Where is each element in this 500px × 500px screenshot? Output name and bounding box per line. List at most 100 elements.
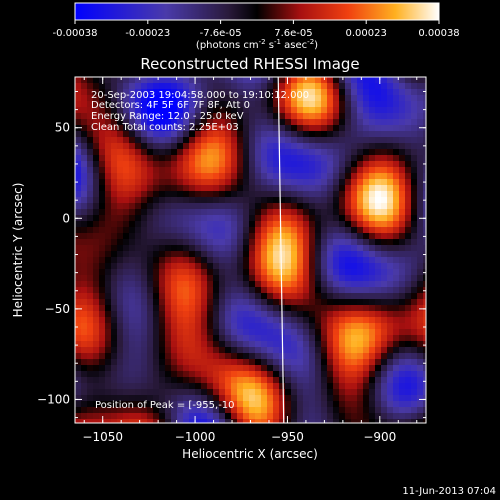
heatmap-cell bbox=[333, 125, 339, 131]
heatmap-cell bbox=[219, 125, 225, 131]
heatmap-cell bbox=[195, 155, 201, 161]
heatmap-cell bbox=[423, 335, 426, 341]
heatmap-cell bbox=[147, 269, 153, 275]
heatmap-cell bbox=[333, 113, 339, 119]
heatmap-cell bbox=[87, 353, 93, 359]
heatmap-cell bbox=[111, 107, 117, 113]
heatmap-cell bbox=[135, 215, 141, 221]
heatmap-cell bbox=[141, 215, 147, 221]
heatmap-cell bbox=[231, 149, 237, 155]
heatmap-cell bbox=[333, 317, 339, 323]
heatmap-cell bbox=[279, 245, 285, 251]
heatmap-cell bbox=[111, 215, 117, 221]
heatmap-cell bbox=[381, 191, 387, 197]
heatmap-cell bbox=[159, 335, 165, 341]
heatmap-cell bbox=[213, 275, 219, 281]
heatmap-cell bbox=[147, 107, 153, 113]
heatmap-cell bbox=[393, 371, 399, 377]
heatmap-cell bbox=[333, 269, 339, 275]
heatmap-cell bbox=[363, 179, 369, 185]
heatmap-cell bbox=[375, 341, 381, 347]
heatmap-cell bbox=[105, 329, 111, 335]
heatmap-cell bbox=[345, 95, 351, 101]
heatmap-cell bbox=[225, 131, 231, 137]
heatmap-cell bbox=[357, 395, 363, 401]
heatmap-cell bbox=[339, 401, 345, 407]
heatmap-cell bbox=[159, 143, 165, 149]
heatmap-cell bbox=[123, 173, 129, 179]
heatmap-cell bbox=[285, 407, 291, 413]
heatmap-cell bbox=[189, 317, 195, 323]
heatmap-cell bbox=[105, 245, 111, 251]
heatmap-cell bbox=[93, 209, 99, 215]
heatmap-cell bbox=[117, 293, 123, 299]
heatmap-cell bbox=[387, 89, 393, 95]
x-axis: −1050 −1000 −950 −900 bbox=[82, 77, 418, 444]
heatmap-cell bbox=[243, 233, 249, 239]
heatmap-cell bbox=[261, 227, 267, 233]
heatmap-cell bbox=[213, 215, 219, 221]
heatmap-cell bbox=[411, 377, 417, 383]
heatmap-cell bbox=[357, 287, 363, 293]
heatmap-cell bbox=[351, 251, 357, 257]
heatmap-cell bbox=[339, 257, 345, 263]
heatmap-cell bbox=[201, 269, 207, 275]
heatmap-cell bbox=[255, 149, 261, 155]
heatmap-cell bbox=[135, 179, 141, 185]
heatmap-cell bbox=[219, 347, 225, 353]
heatmap-cell bbox=[327, 269, 333, 275]
heatmap-cell bbox=[75, 281, 81, 287]
heatmap-cell bbox=[231, 95, 237, 101]
heatmap-cell bbox=[189, 89, 195, 95]
heatmap-cell bbox=[225, 341, 231, 347]
heatmap-cell bbox=[255, 215, 261, 221]
heatmap-cell bbox=[81, 401, 87, 407]
heatmap-cell bbox=[327, 233, 333, 239]
heatmap-cell bbox=[117, 155, 123, 161]
heatmap-cell bbox=[309, 275, 315, 281]
heatmap-cell bbox=[285, 185, 291, 191]
heatmap-cell bbox=[345, 335, 351, 341]
heatmap-cell bbox=[93, 329, 99, 335]
heatmap-cell bbox=[105, 209, 111, 215]
heatmap-cell bbox=[327, 161, 333, 167]
heatmap-cell bbox=[135, 365, 141, 371]
heatmap-cell bbox=[279, 353, 285, 359]
heatmap-cell bbox=[237, 221, 243, 227]
heatmap-cell bbox=[81, 359, 87, 365]
heatmap-cell bbox=[237, 335, 243, 341]
heatmap-cell bbox=[111, 95, 117, 101]
heatmap-cell bbox=[195, 113, 201, 119]
heatmap-cell bbox=[141, 263, 147, 269]
heatmap-cell bbox=[207, 209, 213, 215]
heatmap-cell bbox=[267, 155, 273, 161]
heatmap-cell bbox=[213, 329, 219, 335]
heatmap-cell bbox=[333, 275, 339, 281]
heatmap-cell bbox=[357, 251, 363, 257]
heatmap-cell bbox=[339, 377, 345, 383]
heatmap-cell bbox=[387, 269, 393, 275]
heatmap-cell bbox=[315, 269, 321, 275]
heatmap-cell bbox=[225, 245, 231, 251]
heatmap-cell bbox=[297, 251, 303, 257]
heatmap-cell bbox=[171, 203, 177, 209]
heatmap-cell bbox=[417, 305, 423, 311]
heatmap-cell bbox=[351, 113, 357, 119]
heatmap-cell bbox=[255, 287, 261, 293]
heatmap-cell bbox=[195, 215, 201, 221]
heatmap-cell bbox=[273, 155, 279, 161]
heatmap-cell bbox=[285, 275, 291, 281]
heatmap-cell bbox=[369, 347, 375, 353]
heatmap-cell bbox=[363, 269, 369, 275]
heatmap-cell bbox=[285, 221, 291, 227]
heatmap-cell bbox=[303, 215, 309, 221]
heatmap-cell bbox=[183, 161, 189, 167]
heatmap-cell bbox=[207, 263, 213, 269]
heatmap-cell bbox=[237, 371, 243, 377]
heatmap-cell bbox=[399, 113, 405, 119]
heatmap-cell bbox=[297, 239, 303, 245]
heatmap-cell bbox=[423, 89, 426, 95]
heatmap-cell bbox=[153, 299, 159, 305]
heatmap-cell bbox=[405, 101, 411, 107]
